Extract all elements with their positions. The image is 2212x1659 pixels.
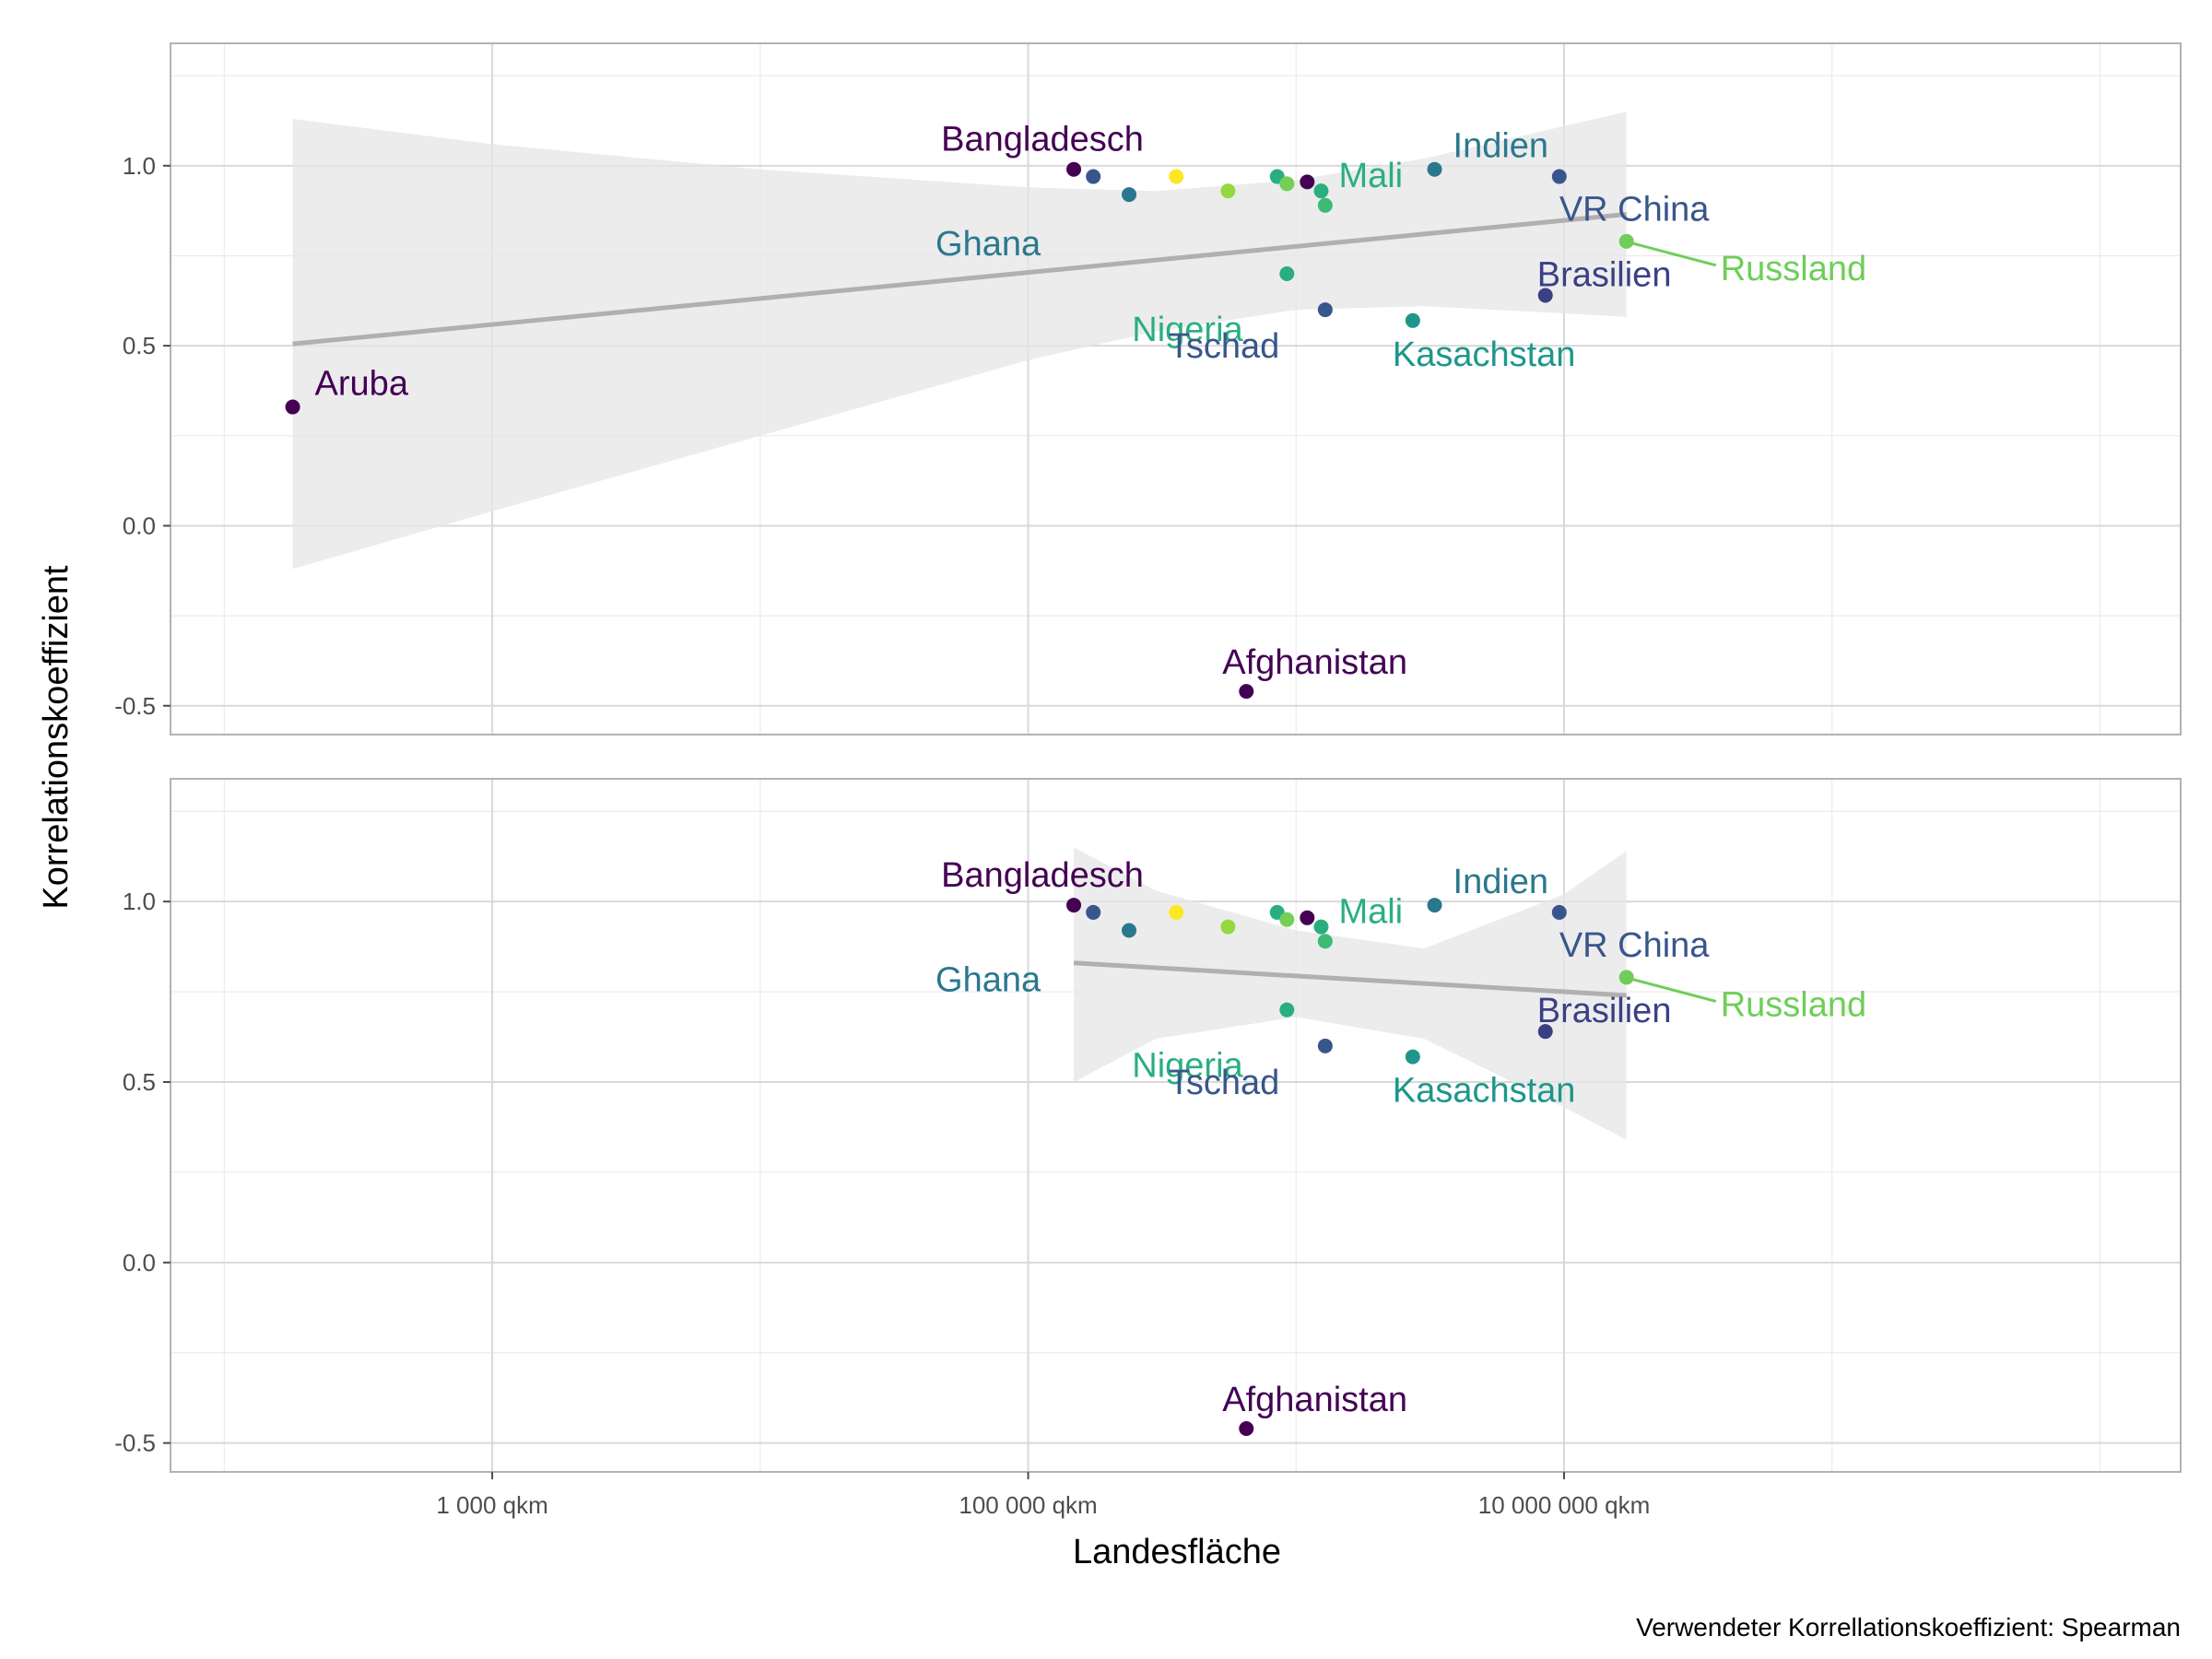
point-label: Ghana [935, 225, 1041, 264]
point-label: Russland [1721, 985, 1866, 1024]
data-point [1066, 161, 1082, 177]
y-tick-label: -0.5 [114, 692, 156, 720]
data-point [1551, 904, 1567, 920]
point-label: VR China [1559, 191, 1710, 229]
data-point [1300, 174, 1315, 190]
point-label: Kasachstan [1393, 1072, 1576, 1111]
y-tick-label: 0.0 [123, 1249, 156, 1277]
data-point [1618, 233, 1634, 249]
point-label: Kasachstan [1393, 335, 1576, 374]
data-point [1279, 176, 1295, 192]
data-point [1317, 1038, 1333, 1053]
point-label: Aruba [315, 365, 409, 404]
label-leader-line [1631, 977, 1717, 1003]
data-point [1300, 910, 1315, 925]
panel-background [171, 779, 2181, 1472]
y-tick-label: 1.0 [123, 152, 156, 180]
point-label: Bangladesch [941, 121, 1144, 159]
point-label: Brasilien [1537, 992, 1672, 1030]
data-point [1317, 197, 1333, 213]
confidence-band [1074, 847, 1627, 1140]
point-label: Mali [1338, 157, 1403, 195]
point-label: Tschad [1169, 327, 1279, 366]
point-label: Russland [1721, 250, 1866, 288]
data-point [1313, 183, 1329, 199]
data-point [1537, 1024, 1553, 1040]
point-label: Nigeria [1132, 1047, 1243, 1086]
data-point [1279, 912, 1295, 927]
data-point [1066, 898, 1082, 913]
point-label: Brasilien [1537, 255, 1672, 294]
y-tick-label: 0.0 [123, 512, 156, 539]
data-point [1279, 1002, 1295, 1018]
point-label: Indien [1453, 863, 1549, 901]
data-point [1086, 904, 1101, 920]
label-leader-line [1631, 241, 1717, 267]
data-point [1313, 919, 1329, 935]
x-axis-title: Landesfläche [1073, 1533, 1281, 1571]
data-point [1169, 904, 1184, 920]
data-point [1537, 288, 1553, 303]
point-label: Indien [1453, 127, 1549, 166]
data-point [1405, 312, 1420, 328]
y-tick-label: 0.5 [123, 332, 156, 359]
data-point [1220, 919, 1236, 935]
data-point [1317, 934, 1333, 949]
data-point [1220, 183, 1236, 199]
caption: Verwendeter Korrellationskoeffizient: Sp… [1636, 1613, 2181, 1641]
data-point [1551, 169, 1567, 184]
data-point [1618, 970, 1634, 985]
x-tick-label: 10 000 000 qkm [1478, 1491, 1650, 1519]
trend-line [292, 212, 1627, 347]
point-label: Bangladesch [941, 856, 1144, 895]
data-point [1317, 302, 1333, 318]
panel-border [170, 778, 2182, 1473]
confidence-band [292, 112, 1627, 570]
y-tick-label: 1.0 [123, 888, 156, 915]
data-point [1239, 1421, 1254, 1436]
x-tick-label: 1 000 qkm [436, 1491, 547, 1519]
data-point [1086, 169, 1101, 184]
data-point [1239, 684, 1254, 700]
point-label: Mali [1338, 893, 1403, 932]
data-point [1169, 169, 1184, 184]
y-tick-label: -0.5 [114, 1430, 156, 1457]
y-axis-title: Korrelationskoeffizient [37, 565, 76, 910]
point-label: Ghana [935, 961, 1041, 1000]
y-tick-label: 0.5 [123, 1068, 156, 1096]
data-point [1122, 187, 1137, 203]
x-tick-label: 100 000 qkm [959, 1491, 1097, 1519]
data-point [1122, 923, 1137, 938]
panel-border [170, 42, 2182, 735]
data-point [1279, 266, 1295, 281]
point-label: Nigeria [1132, 311, 1243, 349]
point-label: Afghanistan [1222, 1381, 1407, 1419]
panel-1: Aruba Bangladesch Ghana Afghanistan Nigeria M… [114, 42, 2182, 735]
point-label: VR China [1559, 926, 1710, 965]
point-label: Afghanistan [1222, 643, 1407, 682]
data-point [285, 399, 300, 415]
data-point [1427, 898, 1442, 913]
panel-2: Bangladesch Ghana Afghanistan Nigeria Mali Ts… [114, 778, 2182, 1519]
point-label: Tschad [1169, 1064, 1279, 1102]
data-point [1427, 161, 1442, 177]
panels: Aruba Bangladesch Ghana Afghanistan Nigeria M… [114, 42, 2182, 1519]
trend-line [1073, 960, 1627, 998]
data-point [1405, 1049, 1420, 1065]
